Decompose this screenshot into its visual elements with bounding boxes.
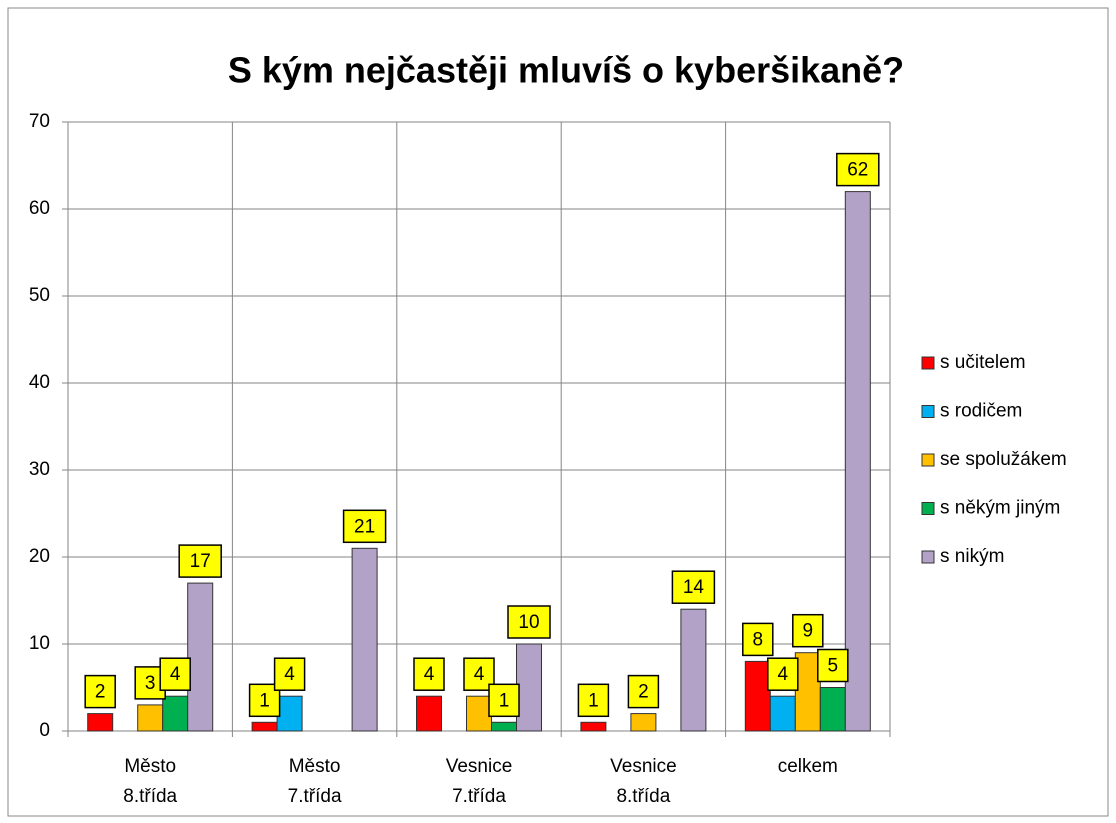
bar xyxy=(276,695,303,732)
bar xyxy=(351,547,378,732)
bar xyxy=(580,721,607,732)
y-tick-label: 60 xyxy=(29,198,50,219)
bar xyxy=(769,695,796,732)
bar xyxy=(251,721,278,732)
data-label: 4 xyxy=(424,664,435,685)
bar xyxy=(162,695,189,732)
x-tick-label: 8.třída xyxy=(123,786,177,807)
data-label: 9 xyxy=(803,621,814,642)
x-tick-label: Město xyxy=(289,756,341,777)
data-label: 4 xyxy=(284,664,295,685)
data-label: 4 xyxy=(474,664,485,685)
y-tick-label: 20 xyxy=(29,546,50,567)
data-label: 2 xyxy=(95,682,106,703)
bar xyxy=(819,687,846,732)
y-tick-label: 70 xyxy=(29,111,50,132)
bar xyxy=(794,652,821,732)
data-label: 21 xyxy=(354,516,375,537)
data-label: 5 xyxy=(828,656,839,677)
legend-label: se spolužákem xyxy=(940,449,1067,470)
data-label-box xyxy=(178,544,222,578)
x-tick-label: 8.třída xyxy=(616,786,670,807)
legend-swatch xyxy=(921,453,935,467)
data-label-box xyxy=(577,683,610,718)
bar xyxy=(680,608,707,732)
x-tick-label: Město xyxy=(124,756,176,777)
legend-label: s někým jiným xyxy=(940,498,1060,519)
bar xyxy=(87,713,114,732)
data-label-box xyxy=(792,613,824,648)
data-label: 4 xyxy=(778,664,789,685)
legend-label: s učitelem xyxy=(940,352,1026,373)
x-tick-label: Vesnice xyxy=(610,756,677,777)
legend-swatch xyxy=(921,502,935,515)
y-tick-label: 0 xyxy=(39,720,50,741)
chart-title: S kým nejčastěji mluvíš o kyberšikaně? xyxy=(228,50,904,91)
data-label: 3 xyxy=(145,673,156,694)
y-tick-label: 50 xyxy=(29,285,50,306)
bar xyxy=(466,695,492,732)
legend-label: s rodičem xyxy=(940,401,1022,422)
x-tick-label: Vesnice xyxy=(446,756,513,777)
data-label-box xyxy=(671,570,716,604)
data-label: 8 xyxy=(753,629,764,650)
data-label: 1 xyxy=(588,690,599,711)
data-label: 1 xyxy=(259,690,270,711)
bar xyxy=(187,582,214,732)
data-label: 1 xyxy=(499,690,510,711)
bar xyxy=(137,704,164,732)
x-tick-label: 7.třída xyxy=(452,786,506,807)
bar xyxy=(744,660,771,732)
bar xyxy=(416,695,442,732)
bar xyxy=(516,643,542,732)
y-tick-label: 30 xyxy=(29,459,50,480)
data-label: 14 xyxy=(683,577,705,598)
data-label-box xyxy=(488,683,520,718)
legend-swatch xyxy=(921,550,935,564)
data-label: 17 xyxy=(190,551,211,572)
bar xyxy=(844,191,871,732)
x-tick-label: celkem xyxy=(778,756,838,777)
legend-swatch xyxy=(921,405,935,418)
data-label-box xyxy=(342,509,387,544)
data-label-box xyxy=(159,657,191,691)
data-label: 10 xyxy=(518,612,539,633)
y-tick-label: 40 xyxy=(29,372,50,393)
y-tick-label: 10 xyxy=(29,633,50,654)
data-label-box xyxy=(836,152,880,187)
legend-swatch xyxy=(921,356,935,370)
bar xyxy=(491,721,517,732)
data-label-box xyxy=(627,674,660,709)
data-label-box xyxy=(413,657,445,691)
data-label: 62 xyxy=(847,160,868,181)
data-label: 4 xyxy=(170,664,181,685)
data-label-box xyxy=(817,648,849,683)
x-tick-label: 7.třída xyxy=(288,786,342,807)
data-label-box xyxy=(84,674,116,709)
bar xyxy=(630,713,657,732)
data-label-box xyxy=(742,622,774,657)
data-label: 2 xyxy=(638,682,649,703)
legend-label: s nikým xyxy=(940,546,1004,567)
data-label-box xyxy=(273,657,306,691)
data-label-box xyxy=(767,657,799,691)
data-label-box xyxy=(507,605,551,639)
